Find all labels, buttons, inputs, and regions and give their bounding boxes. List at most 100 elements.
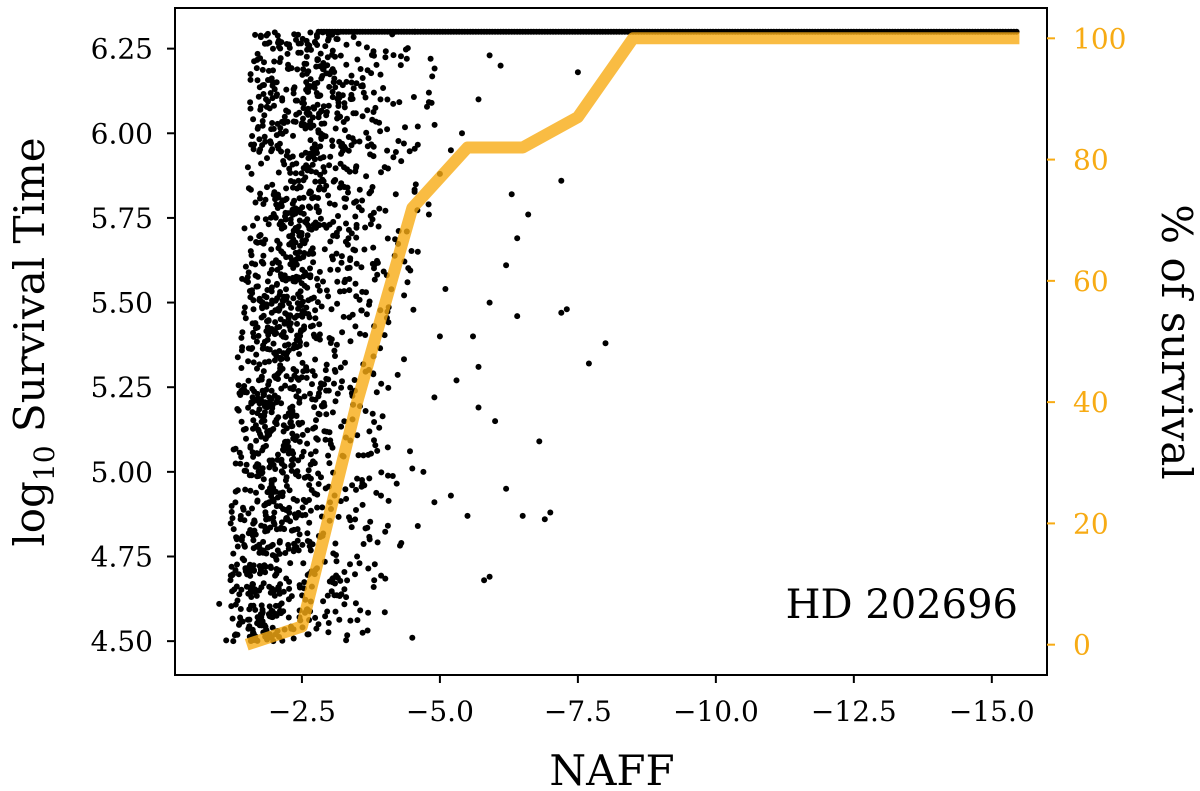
scatter-point (355, 40, 362, 47)
y-left-tick-label: 5.75 (91, 202, 153, 235)
scatter-point (296, 294, 303, 301)
scatter-point (286, 323, 293, 330)
scatter-point (319, 504, 326, 511)
scatter-point (402, 46, 409, 53)
scatter-point (316, 184, 323, 191)
scatter-point (234, 561, 240, 568)
scatter-point (283, 185, 290, 192)
scatter-point (514, 235, 521, 242)
scatter-point (247, 487, 254, 494)
scatter-point (246, 606, 253, 613)
scatter-point (348, 230, 355, 237)
scatter-point (326, 578, 333, 585)
scatter-point (300, 210, 307, 217)
scatter-point (247, 572, 254, 579)
scatter-point (327, 153, 334, 160)
scatter-point (293, 433, 300, 440)
scatter-point (272, 319, 279, 326)
scatter-point (356, 560, 363, 567)
scatter-point (340, 313, 347, 320)
scatter-point (464, 512, 471, 519)
scatter-point (309, 322, 316, 329)
scatter-point (356, 138, 363, 145)
scatter-point (253, 437, 260, 444)
scatter-point (286, 585, 293, 592)
scatter-point (280, 446, 286, 453)
scatter-point (313, 146, 320, 153)
scatter-point (293, 160, 300, 167)
scatter-point (316, 207, 322, 214)
scatter-point (363, 129, 370, 136)
scatter-point (283, 86, 290, 93)
x-tick-label: −12.5 (811, 695, 897, 728)
scatter-point (385, 472, 391, 479)
scatter-point (250, 453, 257, 460)
scatter-point (331, 347, 338, 354)
scatter-point (267, 90, 274, 96)
scatter-point (353, 221, 360, 228)
scatter-point (260, 368, 267, 375)
scatter-point (340, 119, 347, 125)
scatter-point (347, 517, 354, 524)
x-tick-label: −15.0 (949, 695, 1035, 728)
scatter-point (424, 103, 430, 110)
scatter-point (525, 211, 532, 218)
scatter-point (311, 156, 318, 163)
y-left-tick-label: 4.50 (91, 625, 153, 658)
scatter-point (250, 545, 257, 552)
scatter-point (275, 245, 282, 252)
scatter-point (330, 550, 337, 557)
scatter-point (234, 406, 241, 412)
scatter-point (250, 146, 257, 153)
scatter-point (301, 240, 308, 247)
scatter-point (307, 451, 314, 458)
scatter-point (303, 60, 310, 67)
scatter-point (475, 363, 482, 370)
scatter-point (288, 467, 295, 474)
scatter-point (354, 475, 361, 482)
scatter-point (285, 315, 292, 322)
x-axis-title: NAFF (549, 746, 674, 791)
scatter-point (329, 409, 336, 416)
scatter-point (338, 150, 345, 157)
scatter-point (337, 577, 344, 584)
scatter-point (251, 589, 258, 596)
scatter-point (263, 103, 270, 110)
scatter-point (260, 476, 267, 483)
scatter-point (282, 413, 289, 420)
scatter-point (273, 79, 280, 86)
scatter-point (227, 577, 234, 584)
scatter-point (322, 613, 329, 620)
scatter-point (352, 213, 359, 220)
scatter-point (269, 78, 276, 85)
scatter-point (359, 113, 366, 120)
scatter-point (320, 164, 327, 171)
scatter-point (277, 364, 284, 371)
scatter-point (313, 169, 319, 176)
scatter-point (245, 404, 252, 411)
scatter-point (378, 572, 385, 579)
scatter-point (289, 461, 296, 468)
scatter-point (295, 274, 302, 281)
scatter-point (303, 341, 310, 348)
scatter-point (271, 350, 278, 356)
scatter-point (223, 637, 230, 644)
scatter-point (264, 184, 270, 191)
scatter-point (312, 356, 319, 363)
scatter-point (347, 617, 354, 624)
scatter-point (298, 40, 304, 47)
scatter-point (241, 304, 248, 311)
scatter-point (305, 203, 312, 210)
scatter-point (253, 338, 260, 345)
scatter-point (305, 164, 312, 171)
scatter-point (257, 195, 263, 202)
scatter-point (245, 269, 252, 276)
scatter-point (315, 195, 322, 201)
scatter-point (264, 489, 271, 496)
scatter-point (299, 504, 306, 511)
scatter-point (321, 246, 328, 253)
scatter-point (356, 296, 363, 303)
scatter-point (304, 232, 311, 239)
scatter-point (323, 182, 330, 189)
scatter-point (311, 333, 318, 340)
